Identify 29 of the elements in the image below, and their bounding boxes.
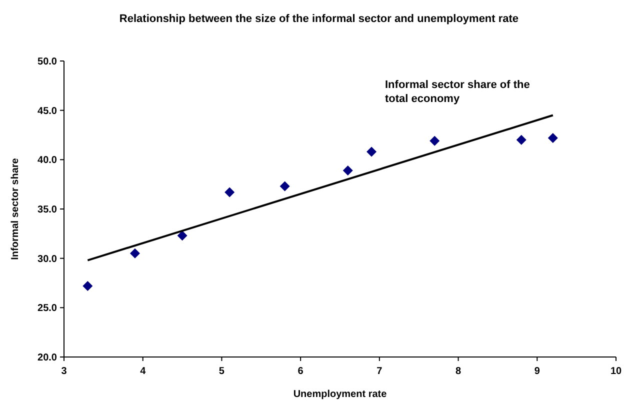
x-tick-label: 3: [61, 366, 68, 377]
point: [430, 136, 440, 146]
y-tick-label: 30.0: [38, 254, 58, 265]
point: [280, 181, 290, 192]
x-tick-label: 4: [140, 366, 146, 377]
annotation: Informal sector share of the total economy: [385, 78, 531, 106]
y-tick-label: 45.0: [38, 106, 58, 117]
y-tick-label: 25.0: [38, 303, 58, 314]
y-tick-label: 20.0: [38, 352, 58, 364]
point: [130, 248, 140, 258]
point: [548, 132, 558, 143]
point: [342, 166, 353, 176]
point: [82, 280, 93, 291]
point: [366, 146, 377, 157]
y-tick-label: 50.0: [38, 56, 58, 68]
chart-title: Relationship between the size of the informal sector and unemployment rate: [119, 13, 519, 25]
point: [177, 230, 188, 241]
x-tick-label: 10: [610, 366, 622, 377]
x-axis-title: Unemployment rate: [293, 389, 388, 400]
x-tick-label: 5: [218, 366, 225, 377]
x-tick-label: 6: [298, 366, 304, 377]
y-tick-label: 35.0: [38, 204, 58, 216]
x-tick-label: 8: [456, 366, 462, 377]
y-axis-title: Informal sector share: [10, 158, 21, 260]
x-tick-label: 9: [534, 366, 540, 377]
y-tick-label: 40.0: [38, 155, 58, 166]
point: [516, 134, 526, 145]
point: [224, 187, 235, 198]
x-tick-label: 7: [376, 366, 383, 377]
